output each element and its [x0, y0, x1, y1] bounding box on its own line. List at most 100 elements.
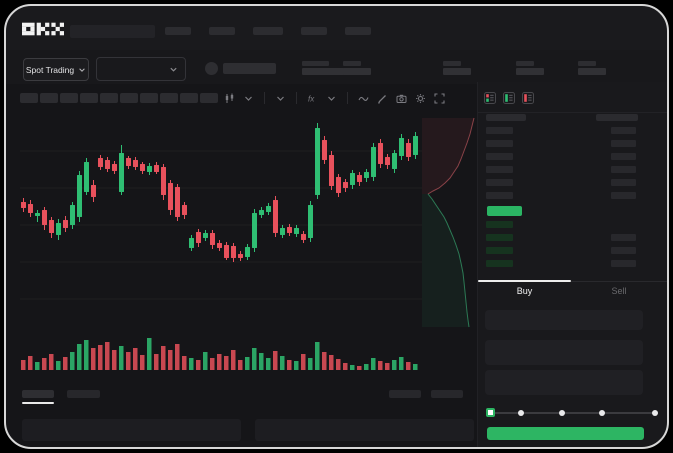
- bid-amount-placeholder: [611, 234, 636, 241]
- chart-toolbar: fx: [20, 91, 449, 105]
- nav-item-3[interactable]: [301, 27, 327, 35]
- book-combined-icon[interactable]: [484, 91, 496, 109]
- market-type-label: Spot Trading: [25, 64, 75, 75]
- interval-button-1[interactable]: [40, 93, 58, 103]
- pair-name-placeholder: [223, 63, 276, 74]
- bottom-tab-order-history[interactable]: [67, 390, 100, 398]
- stat-value-placeholder: [578, 68, 606, 75]
- ask-amount-placeholder: [611, 179, 636, 186]
- toolbar-separator: [264, 92, 265, 104]
- fx-indicators-icon[interactable]: fx: [307, 93, 318, 104]
- nav-item-2[interactable]: [253, 27, 283, 35]
- amount-slider-track[interactable]: [490, 412, 656, 414]
- ask-row-0[interactable]: [478, 127, 667, 137]
- divider: [478, 281, 667, 282]
- active-tab-indicator: [478, 280, 571, 282]
- interval-button-9[interactable]: [200, 93, 218, 103]
- interval-button-5[interactable]: [120, 93, 138, 103]
- ask-price-placeholder: [486, 127, 513, 134]
- interval-button-3[interactable]: [80, 93, 98, 103]
- bid-row-2[interactable]: [478, 247, 667, 257]
- market-info-row: Spot Trading: [6, 50, 667, 84]
- book-bids-only-icon[interactable]: [503, 91, 515, 109]
- order-price-field[interactable]: [485, 310, 643, 330]
- tab-buy[interactable]: Buy: [516, 286, 533, 296]
- market-type-dropdown[interactable]: Spot Trading: [23, 58, 89, 81]
- stat-label-placeholder: [302, 61, 329, 66]
- slider-step-dot-2[interactable]: [559, 410, 565, 416]
- gear-settings-icon[interactable]: [415, 93, 426, 104]
- ask-row-1[interactable]: [478, 140, 667, 150]
- ask-price-placeholder: [486, 153, 513, 160]
- nav-item-4[interactable]: [345, 27, 371, 35]
- bottom-action-placeholder-1[interactable]: [389, 390, 421, 398]
- toolbar-separator: [296, 92, 297, 104]
- nav-menu: [165, 27, 371, 35]
- buy-submit-button[interactable]: [487, 427, 644, 440]
- tab-sell[interactable]: Sell: [611, 286, 627, 296]
- ask-row-3[interactable]: [478, 166, 667, 176]
- pair-selector-dropdown[interactable]: [96, 57, 186, 81]
- stat-label-placeholder: [443, 61, 461, 66]
- bid-row-0[interactable]: [478, 221, 667, 231]
- expand-fullscreen-icon[interactable]: [434, 92, 445, 104]
- orderbook-col-header-price: [486, 114, 526, 121]
- depth-chart[interactable]: [422, 110, 478, 332]
- ask-amount-placeholder: [611, 140, 636, 147]
- bottom-tab-open-orders[interactable]: [22, 390, 54, 398]
- stat-label-placeholder: [343, 61, 361, 66]
- interval-button-4[interactable]: [100, 93, 118, 103]
- ask-row-5[interactable]: [478, 192, 667, 202]
- bottom-panel-right: [255, 419, 474, 441]
- candlestick-chart[interactable]: [20, 110, 422, 372]
- slider-step-dot-3[interactable]: [599, 410, 605, 416]
- pencil-draw-icon[interactable]: [377, 93, 388, 104]
- camera-snapshot-icon[interactable]: [396, 93, 407, 104]
- chart-gridlines: [20, 150, 422, 300]
- slider-step-dot-4[interactable]: [652, 410, 658, 416]
- interval-button-8[interactable]: [180, 93, 198, 103]
- bottom-panel-left: [22, 419, 241, 441]
- depth-asks-area: [422, 118, 474, 194]
- ask-price-placeholder: [486, 192, 513, 199]
- search-input[interactable]: [70, 25, 155, 38]
- interval-button-0[interactable]: [20, 93, 38, 103]
- volume-series: [21, 338, 418, 370]
- okx-logo-icon[interactable]: [22, 22, 64, 36]
- book-asks-only-icon[interactable]: [522, 91, 534, 109]
- ask-row-2[interactable]: [478, 153, 667, 163]
- order-total-field[interactable]: [485, 370, 643, 395]
- ask-price-placeholder: [486, 179, 513, 186]
- nav-item-0[interactable]: [165, 27, 191, 35]
- chevron-down-icon[interactable]: [243, 93, 254, 104]
- amount-slider-handle[interactable]: [486, 408, 495, 417]
- stat-group-0: [302, 61, 346, 75]
- last-price-badge[interactable]: [487, 206, 522, 216]
- bottom-action-placeholder-2[interactable]: [431, 390, 463, 398]
- stat-value-placeholder: [516, 68, 544, 75]
- stat-value-placeholder: [443, 68, 471, 75]
- slider-step-dot-1[interactable]: [518, 410, 524, 416]
- stat-label-placeholder: [516, 61, 534, 66]
- interval-button-7[interactable]: [160, 93, 178, 103]
- ask-row-4[interactable]: [478, 179, 667, 189]
- chevron-down-icon: [79, 67, 85, 72]
- orderbook-trade-panel: Buy Sell: [477, 82, 667, 447]
- ask-amount-placeholder: [611, 127, 636, 134]
- order-amount-field[interactable]: [485, 340, 643, 365]
- app-screen: Spot Trading fx: [6, 6, 667, 447]
- chevron-down-icon: [170, 67, 177, 72]
- top-navbar: [6, 6, 667, 50]
- ask-price-placeholder: [486, 140, 513, 147]
- interval-button-6[interactable]: [140, 93, 158, 103]
- orderbook-col-header-amount: [596, 114, 638, 121]
- candlestick-style-icon[interactable]: [224, 93, 235, 104]
- wave-compare-icon[interactable]: [358, 93, 369, 104]
- coin-avatar: [205, 62, 218, 75]
- chevron-down-icon[interactable]: [275, 93, 286, 104]
- nav-item-1[interactable]: [209, 27, 235, 35]
- bid-row-1[interactable]: [478, 234, 667, 244]
- chevron-down-icon[interactable]: [326, 93, 337, 104]
- interval-button-2[interactable]: [60, 93, 78, 103]
- bid-row-3[interactable]: [478, 260, 667, 270]
